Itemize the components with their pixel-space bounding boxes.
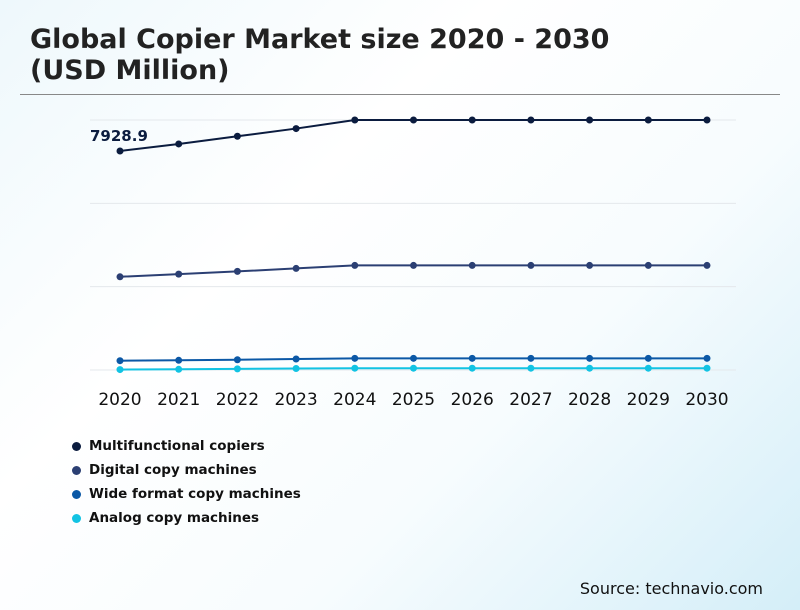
data-point xyxy=(233,132,241,140)
chart-title: Global Copier Market size 2020 - 2030 (U… xyxy=(30,24,609,86)
data-point xyxy=(410,364,417,372)
data-point xyxy=(292,364,300,372)
legend-marker-icon xyxy=(72,489,81,499)
data-point xyxy=(175,365,183,373)
data-point xyxy=(468,261,476,269)
x-tick-label: 2024 xyxy=(333,390,376,410)
data-point xyxy=(468,354,476,362)
legend-label: Multifunctional copiers xyxy=(89,438,265,454)
data-point xyxy=(175,356,183,364)
x-tick-label: 2030 xyxy=(685,390,728,410)
x-tick-label: 2027 xyxy=(509,390,552,410)
data-point xyxy=(410,354,417,362)
data-point xyxy=(703,116,711,124)
data-point xyxy=(351,354,359,362)
legend-item: Analog copy machines xyxy=(72,506,301,530)
title-line-2: (USD Million) xyxy=(30,55,230,86)
data-point xyxy=(233,365,241,373)
data-point xyxy=(410,116,417,124)
source-text: Source: technavio.com xyxy=(579,579,763,598)
data-point xyxy=(586,364,594,372)
legend-item: Digital copy machines xyxy=(72,458,301,482)
data-point xyxy=(703,354,711,362)
data-point xyxy=(644,261,652,269)
data-point xyxy=(527,116,535,124)
legend-item: Wide format copy machines xyxy=(72,482,301,506)
data-point xyxy=(116,273,124,281)
data-point xyxy=(703,261,711,269)
line-chart: 2020 2021 2022 2023 2024 2025 2026 2027 2028 2029… xyxy=(90,116,736,410)
data-point xyxy=(116,147,124,155)
x-tick-label: 2029 xyxy=(627,390,670,410)
data-point xyxy=(351,364,359,372)
legend: Multifunctional copiers Digital copy mach… xyxy=(72,434,301,530)
data-point xyxy=(116,366,124,374)
x-tick-label: 2026 xyxy=(451,390,494,410)
data-point xyxy=(292,264,300,272)
data-point xyxy=(527,364,535,372)
data-point xyxy=(527,354,535,362)
data-point xyxy=(116,357,124,365)
data-point xyxy=(351,116,359,124)
data-point xyxy=(175,140,183,148)
data-point xyxy=(644,116,652,124)
data-point xyxy=(175,270,183,278)
data-point xyxy=(292,355,300,363)
legend-item: Multifunctional copiers xyxy=(72,434,301,458)
data-point xyxy=(586,354,594,362)
title-divider xyxy=(20,94,780,95)
series-line xyxy=(119,119,707,152)
legend-marker-icon xyxy=(72,465,81,475)
legend-marker-icon xyxy=(72,513,81,523)
x-tick-label: 2022 xyxy=(216,390,259,410)
title-line-1: Global Copier Market size 2020 - 2030 xyxy=(30,24,610,55)
data-point xyxy=(351,261,359,269)
data-point xyxy=(586,116,594,124)
data-point xyxy=(468,116,476,124)
x-tick-label: 2023 xyxy=(274,390,317,410)
legend-marker-icon xyxy=(72,441,81,451)
legend-label: Analog copy machines xyxy=(89,510,260,526)
legend-label: Wide format copy machines xyxy=(89,486,301,502)
data-point xyxy=(586,261,594,269)
x-tick-label: 2021 xyxy=(157,390,200,410)
data-point xyxy=(703,364,711,372)
data-point xyxy=(292,125,300,133)
data-point xyxy=(468,364,476,372)
legend-label: Digital copy machines xyxy=(89,462,257,478)
x-tick-label: 2028 xyxy=(568,390,611,410)
data-point xyxy=(527,261,535,269)
x-tick-label: 2020 xyxy=(98,390,141,410)
data-point xyxy=(233,267,241,275)
data-point xyxy=(410,261,417,269)
data-point xyxy=(233,356,241,364)
x-tick-label: 2025 xyxy=(392,390,435,410)
data-label: 7928.9 xyxy=(90,127,148,145)
data-point xyxy=(644,364,652,372)
data-point xyxy=(644,354,652,362)
